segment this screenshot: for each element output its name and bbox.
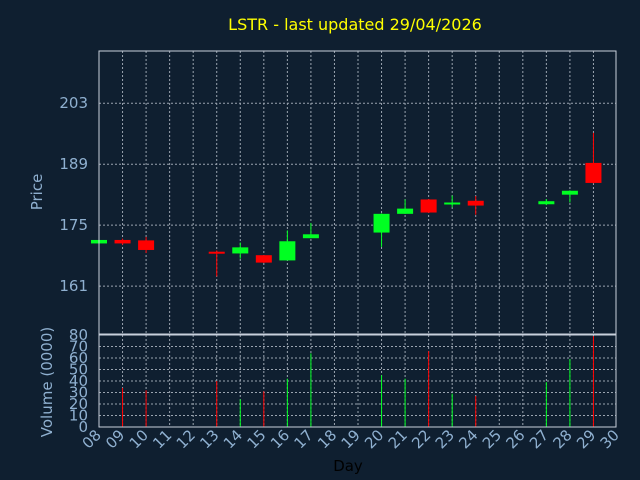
day-tick-label: 14 xyxy=(220,426,246,452)
volume-bars xyxy=(122,336,594,427)
day-tick-label: 13 xyxy=(196,426,222,452)
volume-tick-label: 80 xyxy=(69,326,88,344)
candle-body-24 xyxy=(467,200,484,206)
candle-body-29 xyxy=(585,162,602,183)
price-grid xyxy=(99,51,616,334)
day-tick-label: 12 xyxy=(173,426,199,452)
price-axis-label: Price xyxy=(28,174,46,211)
candle-body-27 xyxy=(538,201,555,205)
day-tick-label: 19 xyxy=(338,426,364,452)
price-tick-label: 189 xyxy=(59,155,88,173)
candle-body-15 xyxy=(255,255,272,263)
volume-tick-label: 70 xyxy=(69,338,88,356)
volume-grid xyxy=(99,335,616,427)
day-tick-label: 25 xyxy=(479,426,505,452)
day-tick-label: 10 xyxy=(126,426,152,452)
day-tick-label: 28 xyxy=(550,426,576,452)
day-tick-label: 24 xyxy=(455,426,481,452)
candle-body-17 xyxy=(302,234,319,239)
candle-body-23 xyxy=(444,202,461,205)
volume-tick-label: 40 xyxy=(69,372,88,390)
day-axis-label: Day xyxy=(333,457,363,475)
candle-body-16 xyxy=(279,241,296,261)
day-tick-label: 17 xyxy=(291,426,317,452)
volume-axis-label: Volume (0000) xyxy=(38,327,56,437)
day-tick-label: 18 xyxy=(314,426,340,452)
candle-body-28 xyxy=(561,190,578,195)
chart-title: LSTR - last updated 29/04/2026 xyxy=(228,15,482,34)
candle-body-14 xyxy=(232,247,249,254)
candle-body-20 xyxy=(373,213,390,233)
price-tick-labels: 161 175 189 203 xyxy=(59,94,88,295)
volume-tick-label: 20 xyxy=(69,395,88,413)
volume-tick-label: 0 xyxy=(78,418,88,436)
candle-body-09 xyxy=(114,239,131,244)
volume-tick-label: 60 xyxy=(69,349,88,367)
price-tick-label: 175 xyxy=(59,216,88,234)
day-tick-labels: 0809101112131415161718192021222324252627… xyxy=(79,426,623,452)
volume-tick-label: 50 xyxy=(69,361,88,379)
day-tick-label: 15 xyxy=(243,426,269,452)
day-tick-label: 27 xyxy=(526,426,552,452)
price-tick-label: 161 xyxy=(59,277,88,295)
day-tick-label: 23 xyxy=(432,426,458,452)
day-tick-label: 22 xyxy=(408,426,434,452)
volume-panel-frame xyxy=(98,334,617,428)
price-panel-frame xyxy=(98,50,617,335)
candles xyxy=(91,132,602,277)
candle-body-21 xyxy=(397,208,414,214)
day-tick-label: 09 xyxy=(102,426,128,452)
volume-tick-label: 10 xyxy=(69,407,88,425)
candle-body-10 xyxy=(138,240,155,250)
volume-tick-label: 30 xyxy=(69,384,88,402)
day-tick-label: 29 xyxy=(573,426,599,452)
price-tick-label: 203 xyxy=(59,94,88,112)
candle-body-22 xyxy=(420,199,437,213)
candle-body-13 xyxy=(208,251,225,254)
day-tick-label: 21 xyxy=(385,426,411,452)
day-tick-label: 16 xyxy=(267,426,293,452)
day-tick-label: 26 xyxy=(502,426,528,452)
day-tick-label: 20 xyxy=(361,426,387,452)
day-tick-label: 11 xyxy=(149,426,175,452)
day-tick-label: 30 xyxy=(597,426,623,452)
